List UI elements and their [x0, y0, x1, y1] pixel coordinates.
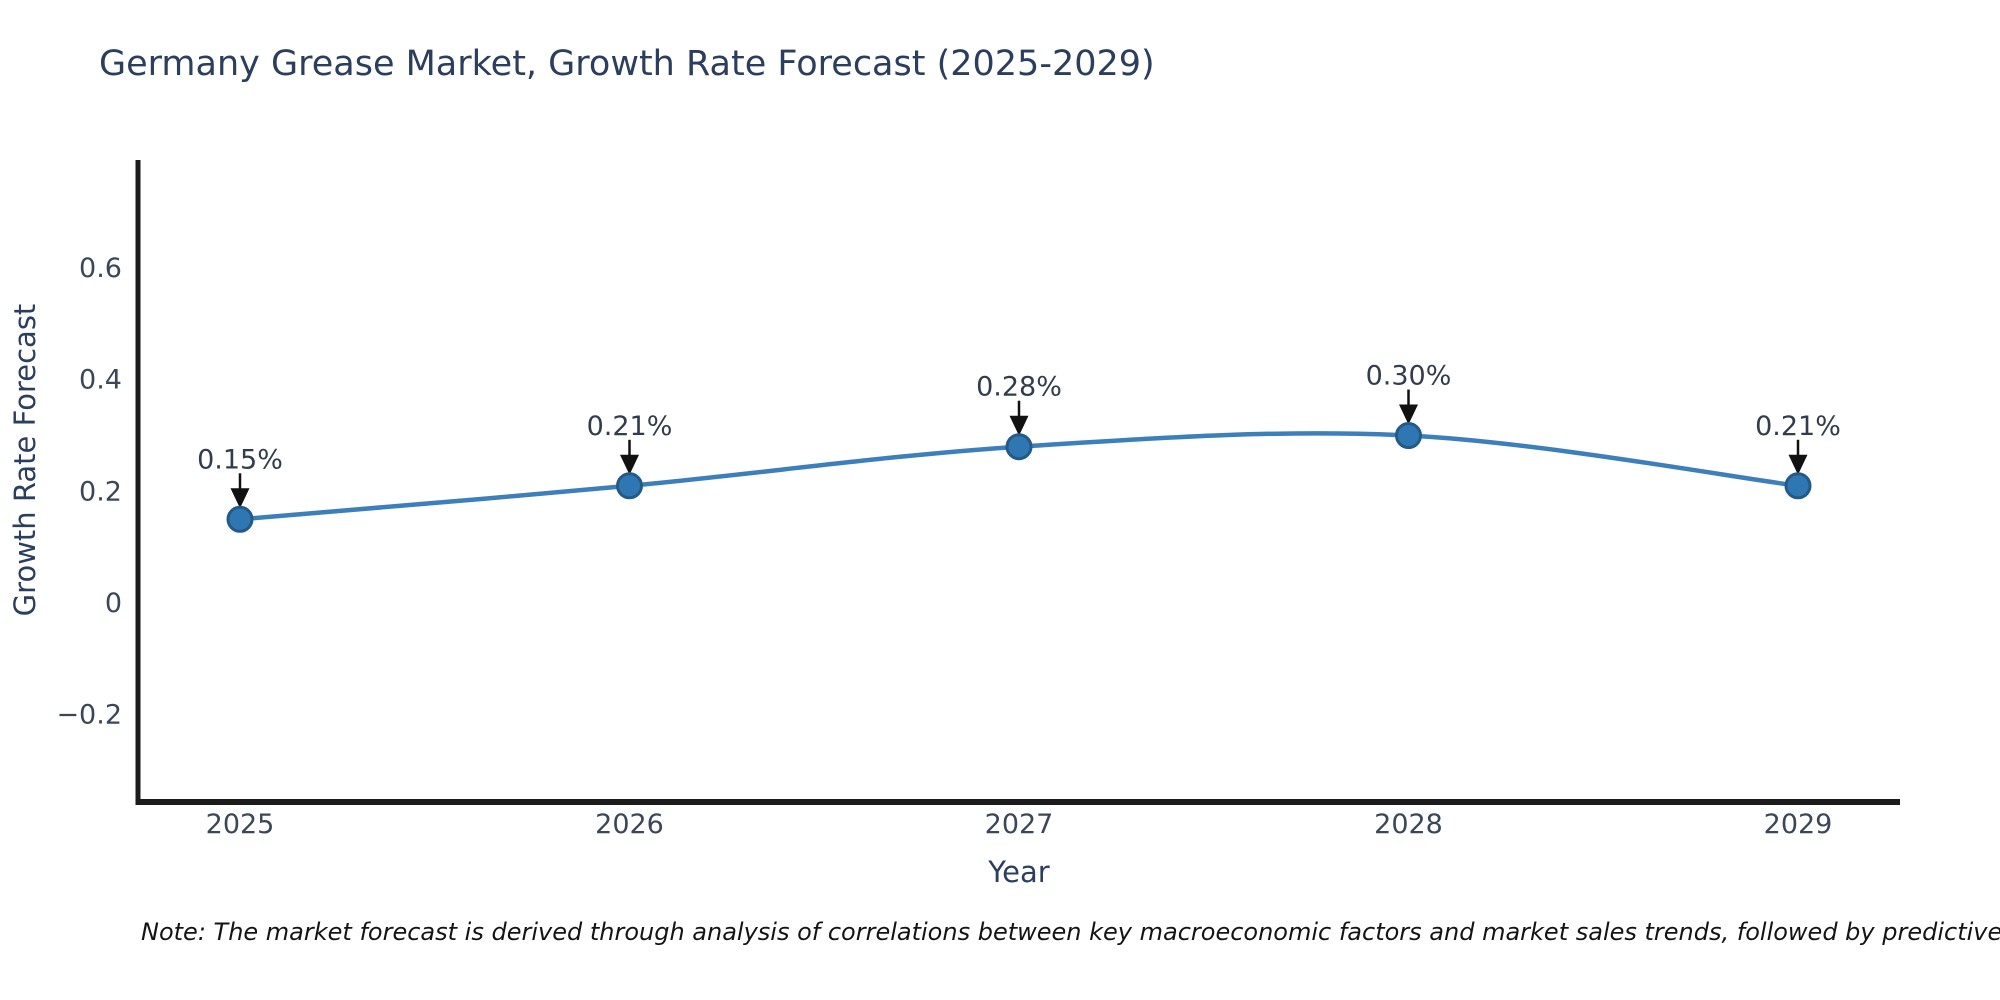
x-tick-label: 2029 — [1764, 809, 1833, 840]
data-point-label: 0.15% — [197, 444, 283, 475]
annotation-arrowhead — [1788, 454, 1808, 475]
y-axis-title: Growth Rate Forecast — [8, 303, 42, 617]
annotation-arrowhead — [1399, 404, 1418, 425]
annotation-arrowhead — [230, 488, 250, 509]
data-point-2028[interactable] — [1395, 422, 1422, 450]
data-point-label: 0.21% — [587, 411, 673, 442]
data-point-label: 0.30% — [1366, 361, 1452, 392]
y-tick-label: 0.6 — [79, 253, 122, 284]
y-tick-label: 0 — [105, 588, 122, 619]
x-tick-label: 2027 — [985, 809, 1054, 840]
x-tick-label: 2026 — [595, 809, 664, 840]
chart-title: Germany Grease Market, Growth Rate Forec… — [99, 44, 1155, 84]
data-point-2025[interactable] — [226, 505, 254, 533]
data-point-2027[interactable] — [1005, 433, 1033, 461]
footnote-text: Note: The market forecast is derived thr… — [141, 918, 2000, 946]
annotation-arrowhead — [620, 454, 639, 475]
y-tick-label: 0.4 — [79, 365, 122, 396]
data-point-label: 0.21% — [1755, 411, 1841, 442]
x-axis-title: Year — [988, 855, 1050, 889]
y-tick-label: −0.2 — [56, 700, 122, 731]
data-point-2029[interactable] — [1784, 472, 1812, 500]
x-tick-label: 2028 — [1374, 809, 1443, 840]
annotation-arrowhead — [1009, 415, 1029, 436]
x-tick-label: 2025 — [206, 809, 275, 840]
y-tick-label: 0.2 — [79, 476, 122, 507]
data-point-2026[interactable] — [616, 472, 643, 500]
data-point-label: 0.28% — [976, 372, 1062, 403]
